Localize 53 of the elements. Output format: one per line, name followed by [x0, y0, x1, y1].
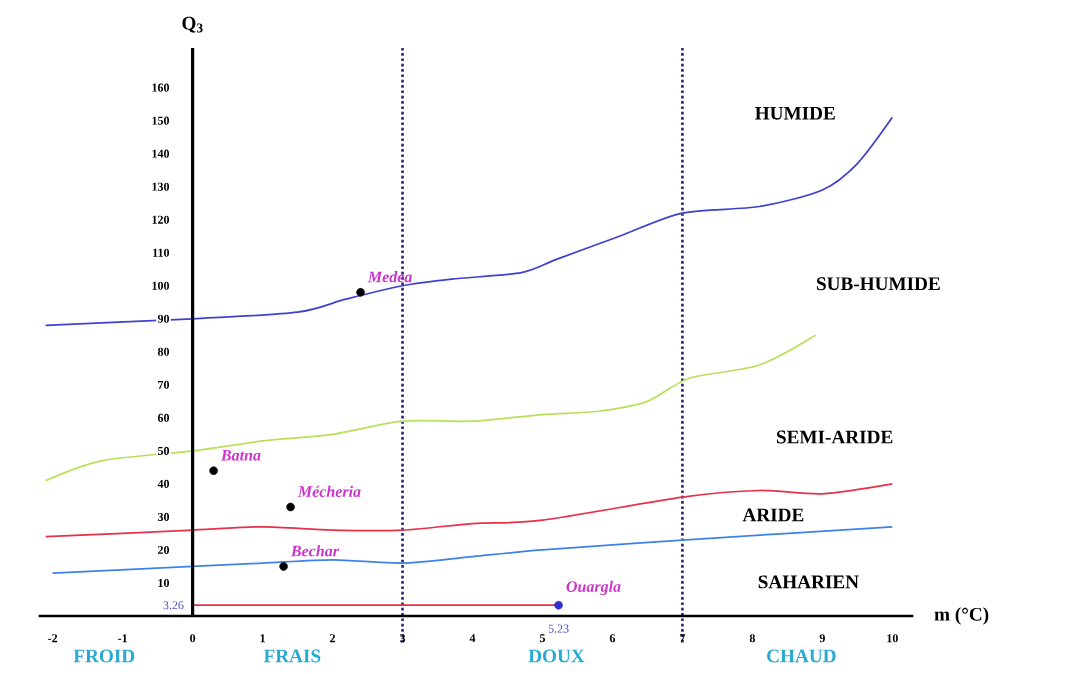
point: [286, 502, 295, 512]
x-tick-label: -2: [48, 634, 58, 643]
line-series: [51, 525, 894, 574]
x-tick-label: 8: [749, 634, 755, 643]
annotation: SAHARIEN: [758, 575, 859, 589]
x-axis-title: m (°C): [934, 607, 989, 625]
text: FROID: [73, 649, 135, 663]
annotation: 5.23: [548, 624, 569, 633]
annotation: ARIDE: [742, 508, 804, 522]
x-tick-label: 10: [887, 634, 898, 643]
y-tick-label: 20: [158, 545, 170, 554]
x-tick-label: 9: [819, 634, 825, 643]
y-tick-label: 110: [153, 248, 170, 257]
text: DOUX: [528, 649, 585, 663]
y-tick-label: 40: [157, 479, 170, 488]
text: FRAIS: [263, 649, 321, 663]
y-tick-label: 60: [157, 413, 170, 422]
y-tick-label: 140: [152, 149, 170, 158]
x-tick-label: -1: [118, 634, 128, 643]
point: [209, 466, 218, 475]
x-tick-label: 6: [609, 634, 616, 643]
y-tick-label: 30: [157, 512, 170, 521]
y-tick-label: 120: [152, 215, 170, 224]
series-label: Mécheria: [297, 485, 361, 497]
x-tick-label: 3: [399, 634, 406, 643]
point: [279, 562, 288, 571]
series-label: Medea: [367, 271, 412, 283]
point: [356, 288, 365, 297]
x-tick-label: 2: [330, 634, 336, 643]
y-tick-label: 130: [152, 182, 170, 191]
series-label: Bechar: [290, 545, 340, 557]
y-tick-label: 10: [158, 578, 170, 588]
y-tick-label: 80: [157, 347, 170, 356]
text: CHAUD: [767, 649, 836, 663]
y-axis-title: Q$_{3}$: [182, 16, 203, 33]
series-label: Ouargla: [566, 580, 621, 596]
y-tick-label: 90: [157, 314, 170, 323]
y-tick-label: 100: [152, 281, 170, 290]
y-tick-label: 150: [152, 116, 170, 125]
x-tick-label: 4: [469, 634, 476, 643]
x-tick-label: 5: [539, 634, 546, 643]
x-tick-label: 1: [260, 634, 265, 643]
annotation: SEMI-ARIDE: [776, 430, 893, 444]
y-tick-label: 70: [158, 380, 170, 389]
x-tick-label: 7: [680, 634, 686, 643]
x-tick-label: 0: [190, 634, 196, 643]
y-tick-label: 50: [157, 446, 170, 455]
y-tick-label: 160: [152, 83, 170, 92]
point: [554, 600, 563, 610]
series-label: Batna: [220, 450, 261, 461]
annotation: SUB-HUMIDE: [816, 277, 940, 291]
annotation: 3.26: [163, 601, 184, 610]
annotation: HUMIDE: [755, 106, 835, 120]
